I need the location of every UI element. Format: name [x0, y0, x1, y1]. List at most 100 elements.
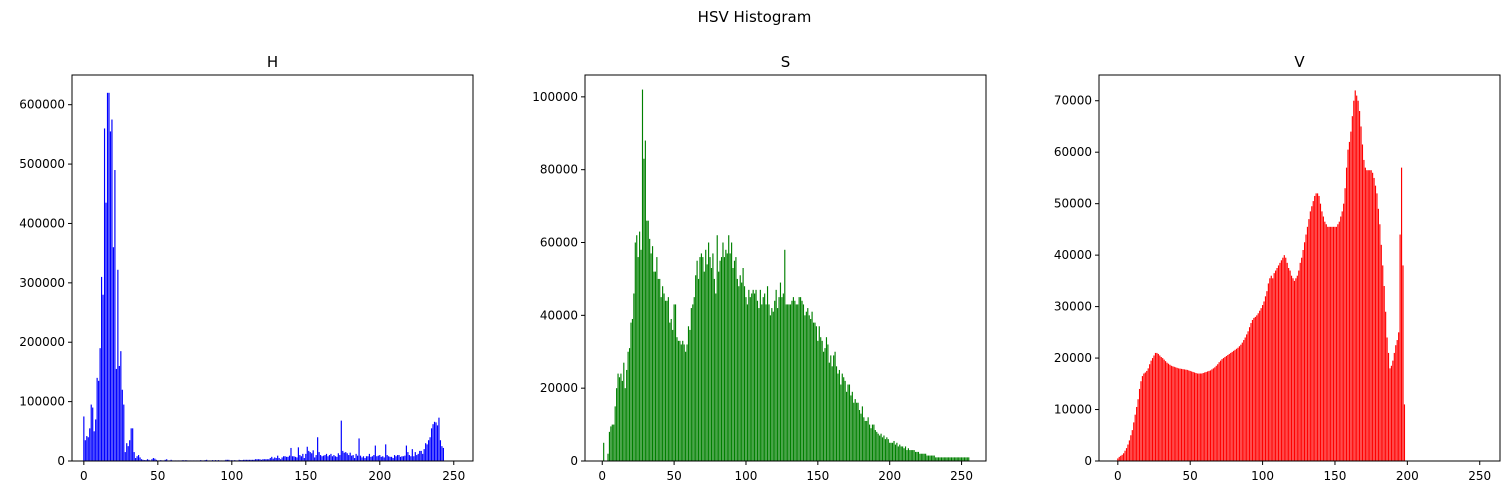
bar	[426, 444, 428, 461]
bar	[631, 318, 634, 461]
bar	[858, 410, 861, 461]
y-tick-label: 0	[1084, 454, 1092, 468]
y-tick-label: 100000	[19, 395, 65, 409]
bar	[101, 276, 103, 461]
bar	[719, 260, 721, 461]
bar	[102, 294, 104, 461]
bar	[115, 368, 117, 461]
bar	[274, 457, 276, 461]
bar	[919, 453, 921, 461]
bar	[686, 344, 688, 461]
bar	[311, 453, 313, 461]
bar	[1235, 348, 1238, 461]
axes-title: S	[781, 53, 791, 71]
y-tick-label: 30000	[1054, 300, 1092, 314]
bar	[679, 340, 681, 461]
bar	[1282, 257, 1284, 461]
bar	[1243, 340, 1245, 461]
bar	[683, 344, 685, 461]
bar	[824, 348, 826, 461]
bar	[411, 449, 413, 461]
bar	[828, 362, 830, 461]
bar	[1314, 195, 1316, 461]
bar	[385, 444, 387, 461]
bar	[851, 391, 853, 461]
bar	[435, 422, 437, 461]
bar	[339, 455, 341, 461]
bar	[290, 447, 292, 461]
bar	[371, 456, 373, 461]
bar	[687, 326, 690, 461]
bar	[680, 344, 682, 461]
bar	[358, 438, 360, 461]
bar	[922, 453, 924, 461]
bar	[1396, 340, 1398, 461]
bar	[1237, 347, 1239, 461]
x-tick-label: 200	[1396, 469, 1419, 483]
bar	[778, 297, 780, 461]
bar	[129, 440, 131, 461]
bar	[1244, 337, 1246, 461]
bar	[835, 366, 838, 461]
bar	[1141, 376, 1144, 461]
bar	[1354, 90, 1356, 461]
bar	[1299, 262, 1301, 461]
bar	[729, 253, 731, 461]
bar	[259, 459, 261, 461]
x-tick-label: 150	[294, 469, 317, 483]
bar	[772, 311, 774, 461]
bar	[1331, 226, 1333, 461]
bar	[1360, 126, 1362, 461]
figure-title: HSV Histogram	[697, 8, 812, 26]
bar	[643, 158, 645, 461]
bar	[374, 445, 376, 461]
bar	[1138, 388, 1141, 461]
bar	[1159, 355, 1161, 461]
bar	[1214, 367, 1216, 461]
bar	[838, 369, 840, 461]
bar	[340, 420, 342, 461]
bar	[348, 455, 350, 461]
x-tick-label: 50	[666, 469, 681, 483]
bar	[1136, 406, 1138, 461]
bar	[1332, 226, 1335, 461]
bar	[244, 459, 246, 461]
y-tick-label: 80000	[540, 163, 578, 177]
bar	[395, 456, 397, 461]
bar	[926, 455, 928, 461]
bar	[417, 453, 419, 461]
bar	[1178, 368, 1180, 461]
bar	[256, 459, 258, 461]
y-tick-label: 500000	[19, 157, 65, 171]
bar	[96, 377, 98, 461]
bar	[810, 318, 812, 461]
bar	[1374, 185, 1377, 461]
bar	[1293, 280, 1296, 461]
bar	[794, 300, 796, 461]
bar	[1315, 193, 1317, 461]
bar	[246, 459, 248, 461]
bar	[807, 308, 809, 461]
bar	[275, 458, 277, 461]
bar	[1233, 350, 1235, 461]
bar	[1337, 224, 1339, 461]
bar	[745, 297, 747, 461]
bar	[935, 457, 937, 461]
bar	[1211, 369, 1213, 461]
bar	[1259, 310, 1261, 461]
bar	[265, 459, 267, 461]
bar	[336, 456, 338, 461]
bar	[708, 242, 710, 461]
bar	[621, 380, 623, 461]
bar	[1183, 369, 1185, 461]
bar	[677, 340, 679, 461]
bar	[903, 448, 905, 461]
bar	[1224, 357, 1226, 461]
bar	[1120, 455, 1122, 461]
bar	[733, 260, 736, 461]
bar	[1147, 368, 1149, 461]
bar	[309, 452, 311, 461]
bar	[322, 455, 325, 461]
bar	[787, 304, 789, 461]
bar	[774, 300, 776, 461]
